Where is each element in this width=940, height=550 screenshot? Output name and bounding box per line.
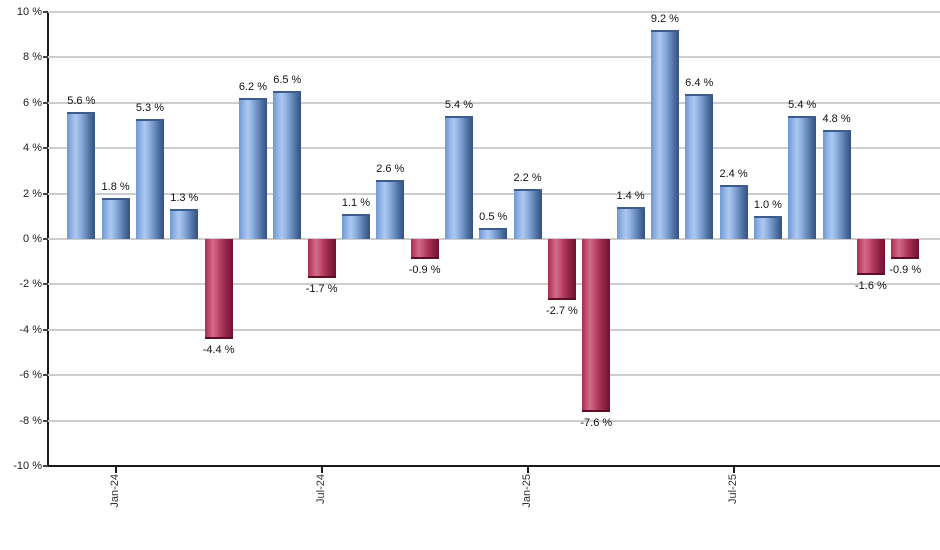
bar-15[interactable] [547, 239, 576, 301]
y-tick-mark [43, 374, 48, 377]
bar-25[interactable] [891, 239, 920, 260]
bar-8[interactable] [307, 239, 336, 278]
bar-3[interactable] [135, 118, 164, 239]
bar-value-label: 1.0 % [753, 199, 782, 212]
y-tick-label: -4 % [19, 323, 42, 336]
bar-value-label: 1.1 % [341, 197, 371, 210]
bar-value-label: 0.5 % [479, 210, 508, 223]
gridline [48, 374, 940, 377]
bar-19[interactable] [685, 93, 714, 239]
y-tick-mark [43, 192, 48, 195]
bar-5[interactable] [204, 239, 233, 339]
x-axis-line [47, 465, 940, 467]
bar-value-label: -1.6 % [854, 280, 887, 293]
y-tick-mark [43, 11, 48, 13]
bar-value-label: -1.7 % [305, 282, 338, 295]
bar-6[interactable] [238, 98, 267, 239]
gridline [48, 328, 940, 331]
y-tick-label: -10 % [13, 460, 42, 472]
bar-23[interactable] [822, 130, 851, 239]
gridline [48, 147, 940, 150]
gridline [48, 283, 940, 286]
y-tick-label: -2 % [19, 278, 42, 291]
bar-10[interactable] [376, 179, 405, 239]
bar-value-label: 5.4 % [788, 99, 817, 112]
bar-1[interactable] [67, 111, 96, 239]
bar-20[interactable] [719, 184, 748, 239]
x-tick-mark [320, 466, 323, 473]
gridline [48, 101, 940, 104]
bar-value-label: 2.6 % [376, 162, 405, 175]
bar-value-label: 2.2 % [513, 172, 542, 185]
bar-value-label: 2.4 % [719, 167, 748, 180]
bar-9[interactable] [341, 214, 370, 239]
y-tick-mark [43, 101, 48, 104]
y-tick-mark [43, 147, 48, 150]
bar-value-label: 6.2 % [238, 81, 268, 94]
gridline [48, 56, 940, 59]
gridline [48, 419, 940, 422]
y-tick-mark [43, 419, 48, 422]
y-tick-label: 0 % [23, 233, 42, 245]
gridline [48, 238, 940, 240]
bar-12[interactable] [444, 116, 473, 239]
y-tick-label: 10 % [16, 6, 42, 18]
y-tick-mark [43, 465, 48, 467]
bar-11[interactable] [410, 239, 439, 260]
y-tick-label: -6 % [19, 369, 42, 382]
x-tick-mark [732, 466, 735, 473]
bar-value-label: 6.4 % [685, 76, 714, 89]
bar-21[interactable] [753, 216, 782, 239]
bar-16[interactable] [582, 239, 611, 412]
bar-14[interactable] [513, 189, 542, 239]
x-tick-label: Jan-25 [520, 474, 533, 508]
x-tick-label: Jan-24 [108, 474, 121, 508]
y-tick-mark [43, 283, 48, 286]
bar-value-label: 9.2 % [650, 13, 679, 26]
bar-24[interactable] [856, 239, 885, 276]
x-tick-mark [526, 466, 529, 473]
y-tick-label: 2 % [23, 187, 42, 200]
bar-value-label: 6.5 % [273, 74, 302, 87]
y-tick-mark [43, 328, 48, 331]
bar-value-label: 5.4 % [444, 99, 473, 112]
bar-value-label: 1.3 % [170, 192, 199, 205]
bar-2[interactable] [101, 198, 130, 239]
y-tick-label: 4 % [23, 142, 42, 155]
bar-4[interactable] [170, 209, 199, 239]
bar-value-label: 5.6 % [67, 94, 96, 107]
bar-value-label: -2.7 % [546, 305, 578, 318]
x-tick-label: Jul-24 [314, 474, 327, 504]
bar-value-label: -4.4 % [202, 343, 235, 356]
bar-value-label: -0.9 % [889, 264, 922, 277]
bar-13[interactable] [479, 227, 508, 239]
y-tick-label: 8 % [23, 51, 42, 64]
bar-18[interactable] [650, 30, 679, 239]
x-tick-mark [114, 466, 117, 473]
bar-value-label: -7.6 % [580, 416, 613, 429]
bar-value-label: 5.3 % [135, 101, 165, 114]
x-tick-label: Jul-25 [726, 474, 739, 504]
gridline [48, 192, 940, 195]
bar-value-label: 1.8 % [101, 181, 130, 194]
y-tick-mark [43, 238, 48, 240]
bar-value-label: 4.8 % [822, 113, 851, 126]
bar-7[interactable] [273, 91, 302, 239]
gridline [48, 11, 940, 13]
bar-17[interactable] [616, 207, 645, 239]
bar-value-label: 1.4 % [616, 190, 645, 203]
y-tick-mark [43, 56, 48, 59]
bar-22[interactable] [788, 116, 817, 239]
y-tick-label: -8 % [19, 414, 42, 427]
bar-value-label: -0.9 % [408, 264, 441, 277]
y-tick-label: 6 % [23, 96, 42, 109]
